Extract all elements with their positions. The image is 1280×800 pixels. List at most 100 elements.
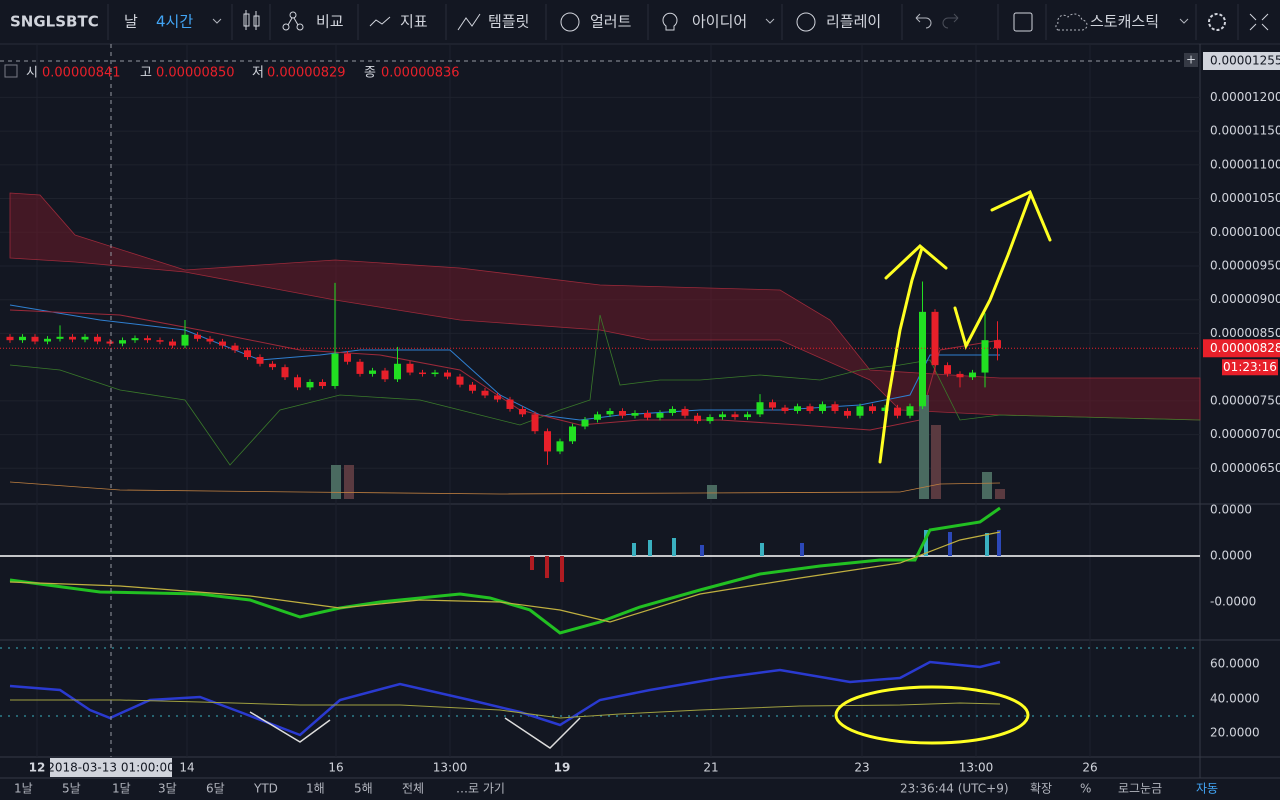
fullscreen[interactable] (1249, 13, 1269, 31)
candle-body (894, 407, 901, 416)
layout-button[interactable] (1013, 12, 1033, 32)
candle-body (381, 370, 389, 380)
candle-body (994, 340, 1001, 349)
template-icon (457, 13, 481, 31)
candle-body (356, 361, 364, 374)
y-tick-label: 0.00000950 (1210, 258, 1280, 272)
range-button[interactable]: 1달 (112, 782, 131, 796)
candle-body (406, 363, 414, 373)
range-button[interactable]: 5날 (62, 782, 81, 796)
candle-body (81, 336, 89, 340)
countdown-box (1222, 359, 1278, 376)
signal-line (9, 531, 1001, 623)
candle-body (606, 410, 614, 415)
crosshair-time: 2018-03-13 01:00:00 (47, 761, 174, 775)
legend-label: 고 (140, 66, 152, 81)
y-tick-label: 0.00000850 (1210, 326, 1280, 340)
candle-body (744, 414, 751, 418)
candle-body (844, 410, 851, 416)
candle-body (969, 372, 976, 378)
toolbar (0, 0, 1280, 44)
study-name[interactable]: 스토캐스틱 (1090, 13, 1159, 31)
candle-body (331, 353, 339, 387)
undo[interactable] (915, 13, 932, 29)
legend-value: 0.00000836 (381, 66, 460, 81)
candle-body (956, 373, 964, 378)
y-tick-label: 0.00001150 (1210, 124, 1280, 138)
redo[interactable] (942, 13, 959, 29)
candle-body (19, 336, 26, 341)
option-button[interactable]: 로그눈금 (1118, 782, 1162, 796)
x-tick-label: 26 (1082, 761, 1097, 775)
candle-body (781, 407, 789, 411)
cloud-icon (1055, 13, 1088, 31)
x-tick-label: 19 (554, 761, 571, 775)
candle-body (806, 406, 814, 411)
candle-body (731, 414, 739, 418)
option-button[interactable]: % (1080, 782, 1091, 796)
range-button[interactable]: …로 가기 (456, 782, 505, 796)
range-button[interactable]: 6달 (206, 782, 225, 796)
range-button[interactable]: YTD (253, 782, 278, 796)
settings[interactable] (1208, 13, 1226, 31)
candle-body (619, 410, 626, 416)
candle-body (594, 414, 601, 420)
candle-body (644, 413, 651, 418)
range-button[interactable]: 전체 (402, 782, 424, 796)
legend-label: 저 (252, 66, 264, 81)
legend-label: 시 (26, 66, 38, 81)
compare[interactable]: 비교 (316, 13, 344, 31)
candle-body (669, 408, 676, 414)
ideas[interactable]: 아이디어 (692, 13, 747, 31)
plus-icon: + (1186, 53, 1196, 67)
range-button[interactable]: 1날 (14, 782, 33, 796)
idea-icon (662, 12, 678, 31)
symbol[interactable]: SNGLSBTC (10, 13, 99, 31)
candle-body (769, 402, 776, 408)
candle-body (469, 384, 476, 391)
option-button[interactable]: 자동 (1196, 782, 1218, 796)
y-tick-label: 0.00001100 (1210, 157, 1280, 171)
candle-body (306, 381, 314, 388)
candle-body (719, 414, 726, 418)
candle-body (131, 338, 139, 341)
legend-toggle[interactable] (4, 64, 18, 78)
plus-button[interactable] (1184, 53, 1198, 67)
replay[interactable]: 리플레이 (826, 13, 881, 31)
candle-body (69, 336, 76, 340)
candle-body (819, 404, 826, 411)
candle-body (294, 377, 301, 388)
last-price-box (1203, 339, 1280, 358)
candle-body (794, 406, 801, 411)
alerts[interactable]: 얼러트 (590, 13, 632, 31)
candle-body (256, 357, 264, 364)
legend-label: 종 (364, 66, 376, 81)
day-button[interactable]: 날 (124, 13, 138, 31)
stoch-axis-label: 20.0000 (1210, 726, 1260, 740)
candle-body (869, 406, 876, 411)
indicators[interactable]: 지표 (400, 13, 428, 31)
templates[interactable]: 템플릿 (488, 13, 529, 31)
separators (107, 4, 1239, 40)
range-button[interactable]: 1해 (306, 782, 325, 796)
x-tick-label: 13:00 (959, 761, 994, 775)
candle-body (756, 402, 764, 415)
range-button[interactable]: 3달 (158, 782, 177, 796)
candle-body (269, 363, 276, 368)
candle-body (394, 363, 401, 380)
crosshair-time-box (50, 758, 172, 777)
candle-icon (243, 10, 260, 30)
option-button[interactable]: 확장 (1030, 782, 1052, 796)
candle-body (856, 406, 864, 416)
clock: 23:36:44 (UTC+9) (900, 782, 1009, 796)
crosshair-price-box (1203, 52, 1280, 70)
stoch-gray (249, 711, 331, 743)
interval[interactable]: 4시간 (156, 13, 193, 31)
stoch-axis-label: 40.0000 (1210, 692, 1260, 706)
candle-body (244, 350, 251, 358)
candle-body (31, 336, 39, 342)
candle-body (519, 408, 526, 415)
candle-body (419, 372, 426, 375)
range-button[interactable]: 5해 (354, 782, 373, 796)
